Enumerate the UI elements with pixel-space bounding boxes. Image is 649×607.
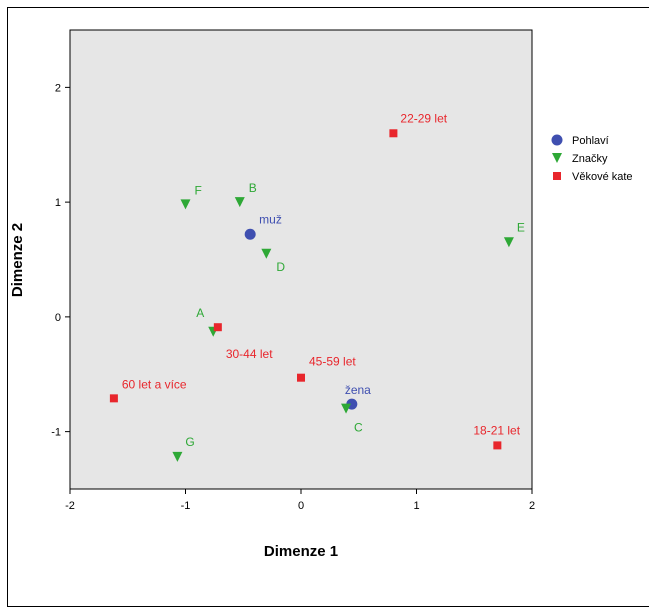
- x-tick-label: -2: [65, 500, 75, 512]
- data-point-marker: [297, 373, 305, 382]
- data-points: muž žena F B D E A C G 22-29 let 30-44 let 45-59 le…: [109, 111, 525, 462]
- y-tick-label: 0: [55, 312, 61, 324]
- legend-marker: [553, 172, 561, 180]
- y-tick-label: -1: [51, 427, 61, 439]
- data-point-label: 60 let a více: [122, 377, 187, 391]
- data-point-marker: [493, 441, 502, 450]
- y-axis-title: Dimenze 2: [9, 223, 26, 297]
- data-point-label: E: [517, 220, 525, 234]
- data-point-marker: [234, 197, 245, 208]
- data-point-marker: [109, 394, 118, 403]
- data-point-label: C: [354, 421, 363, 435]
- data-point-label: 18-21 let: [473, 423, 520, 437]
- data-point-label: 45-59 let: [309, 355, 356, 369]
- plot-area: [69, 29, 533, 490]
- legend-label: Věkové kate: [572, 171, 633, 183]
- data-point-marker: [244, 228, 256, 240]
- scatter-chart: -2 -1 0 1 2 -1 0 1 2 muž žena F B D E A C G 22-29 let 30-4…: [9, 29, 633, 560]
- legend-marker: [551, 134, 563, 146]
- data-point-marker: [261, 248, 272, 259]
- data-point-marker: [341, 403, 352, 414]
- x-tick-label: 0: [298, 500, 304, 512]
- x-axis-title: Dimenze 1: [264, 543, 338, 560]
- data-point-marker: [180, 199, 191, 210]
- data-point-label: B: [249, 181, 257, 195]
- data-point-marker: [172, 451, 183, 462]
- y-tick-label: 2: [55, 82, 61, 94]
- data-point-label: D: [276, 260, 285, 274]
- data-point-label: F: [195, 183, 202, 197]
- legend-label: Pohlaví: [572, 135, 609, 147]
- data-point-label: G: [185, 435, 194, 449]
- data-point-marker: [503, 237, 514, 248]
- x-tick-label: 2: [529, 500, 535, 512]
- data-point-label: muž: [259, 212, 282, 226]
- data-point-label: 30-44 let: [226, 347, 273, 361]
- y-tick-label: 1: [55, 197, 61, 209]
- data-point-label: 22-29 let: [400, 111, 447, 125]
- data-point-marker: [213, 323, 222, 332]
- legend-marker: [552, 153, 562, 163]
- legend-label: Značky: [572, 153, 608, 165]
- x-tick-label: -1: [181, 500, 191, 512]
- data-point-label: A: [196, 306, 204, 320]
- legend: Pohlaví Značky Věkové kate: [551, 134, 633, 183]
- data-point-marker: [389, 129, 398, 138]
- axis-ticks: -2 -1 0 1 2 -1 0 1 2: [51, 82, 535, 512]
- x-tick-label: 1: [413, 500, 419, 512]
- data-point-label: žena: [345, 383, 371, 397]
